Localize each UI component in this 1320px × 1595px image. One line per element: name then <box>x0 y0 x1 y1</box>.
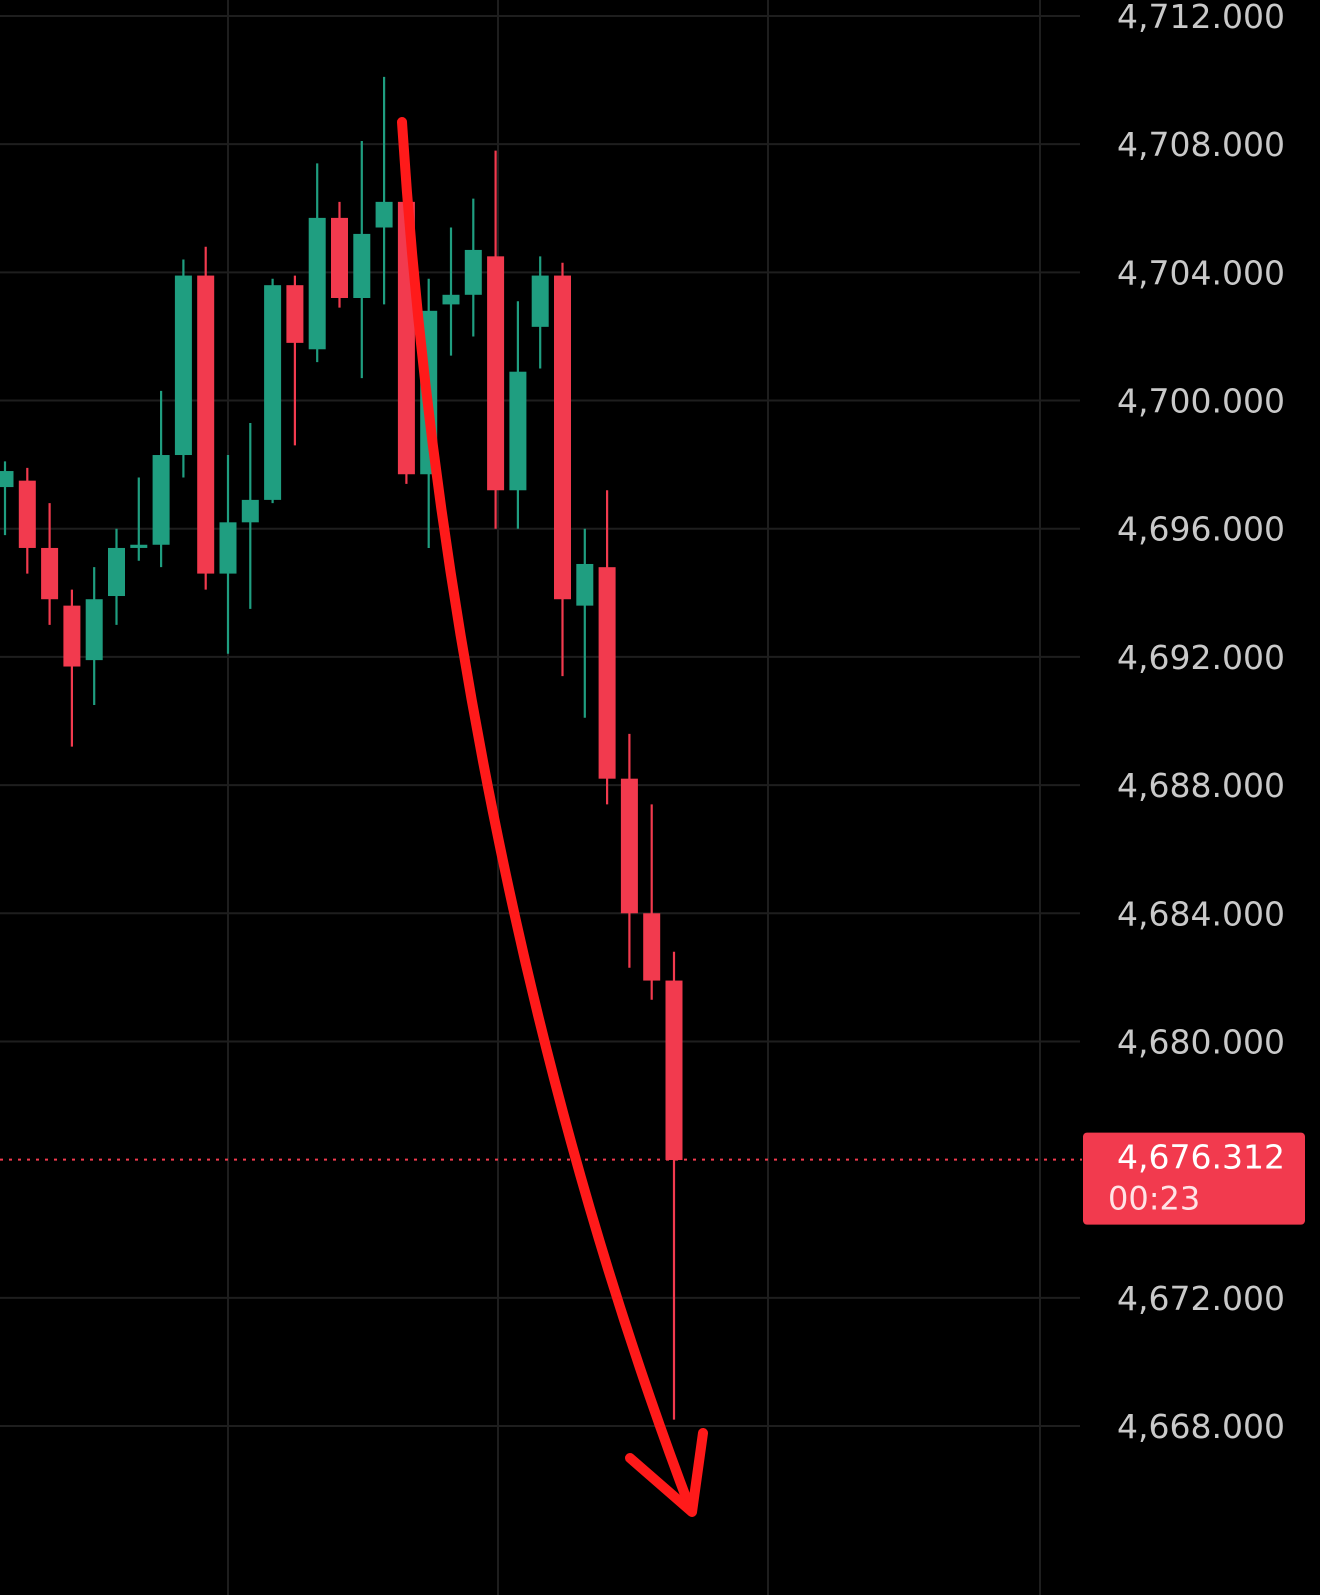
y-tick-label: 4,696.000 <box>1117 510 1285 549</box>
y-tick-label: 4,668.000 <box>1117 1407 1285 1446</box>
y-tick-label: 4,684.000 <box>1117 894 1285 933</box>
candle-body <box>509 371 527 491</box>
candle-4 <box>85 567 103 705</box>
candle-body <box>286 285 304 343</box>
candle-body <box>665 980 683 1161</box>
candle-body <box>554 275 571 600</box>
candle-body <box>63 605 81 667</box>
y-tick-label: 4,704.000 <box>1117 253 1285 292</box>
candle-14 <box>308 163 326 363</box>
candle-body <box>174 275 192 456</box>
candle-10 <box>219 455 237 654</box>
candle-body <box>108 547 125 597</box>
y-tick-label: 4,680.000 <box>1117 1022 1285 1061</box>
candle-body <box>264 285 282 500</box>
candle-body <box>18 480 36 548</box>
candle-23 <box>509 301 527 529</box>
candle-11 <box>241 422 259 609</box>
candle-22 <box>487 150 505 529</box>
candle-body <box>576 563 594 606</box>
y-tick-label: 4,692.000 <box>1117 638 1285 677</box>
candle-30 <box>665 951 683 1420</box>
candle-body <box>531 275 549 327</box>
candle-body <box>0 471 14 488</box>
candle-body <box>620 778 638 914</box>
y-tick-label: 4,672.000 <box>1117 1279 1285 1318</box>
candle-27 <box>598 490 616 805</box>
candle-body <box>598 567 616 779</box>
candle-body <box>487 256 505 491</box>
candle-1 <box>18 467 36 574</box>
current-price-label: 4,676.312 <box>1117 1138 1285 1177</box>
candle-20 <box>442 227 460 356</box>
candle-21 <box>464 198 482 337</box>
candle-25 <box>554 262 571 677</box>
y-tick-label: 4,712.000 <box>1117 0 1285 36</box>
candle-9 <box>197 246 215 590</box>
candle-0 <box>0 461 14 536</box>
candle-body <box>464 249 482 295</box>
price-axis: 4,712.000 4,708.000 4,704.000 4,700.000 4,69… <box>1117 0 1285 1446</box>
candle-12 <box>264 278 282 504</box>
candle-24 <box>531 256 549 369</box>
candle-body <box>442 294 460 305</box>
candle-7 <box>152 390 170 568</box>
candle-3 <box>63 589 81 747</box>
candle-15 <box>331 201 348 308</box>
candle-29 <box>643 804 661 1000</box>
candle-body <box>152 455 170 545</box>
candle-16 <box>353 140 371 379</box>
candle-body <box>241 499 259 523</box>
candle-2 <box>41 503 59 625</box>
y-tick-label: 4,708.000 <box>1117 125 1285 164</box>
candle-body <box>353 233 371 298</box>
price-tag-background <box>1083 1132 1305 1225</box>
candle-6 <box>130 477 148 561</box>
candle-body <box>130 544 148 548</box>
y-tick-label: 4,688.000 <box>1117 766 1285 805</box>
trend-arrow-head <box>625 1428 708 1517</box>
candle-5 <box>108 528 125 625</box>
y-tick-label: 4,700.000 <box>1117 382 1285 421</box>
candle-body <box>85 599 103 661</box>
candle-28 <box>620 733 638 968</box>
candle-8 <box>174 259 192 478</box>
candle-body <box>643 913 661 981</box>
candle-body <box>41 547 59 600</box>
candle-countdown-label: 00:23 <box>1108 1180 1200 1218</box>
candle-13 <box>286 275 304 446</box>
candle-body <box>197 275 215 574</box>
candle-17 <box>375 76 393 305</box>
current-price-tag: 4,676.312 00:23 <box>1083 1132 1305 1225</box>
candle-body <box>375 201 393 228</box>
candle-body <box>331 217 348 298</box>
trend-arrow-annotation <box>397 117 708 1517</box>
candle-body <box>308 217 326 350</box>
candle-body <box>219 522 237 574</box>
trend-arrow-shaft <box>397 117 695 1513</box>
candle-26 <box>576 528 594 718</box>
candles <box>0 76 683 1420</box>
